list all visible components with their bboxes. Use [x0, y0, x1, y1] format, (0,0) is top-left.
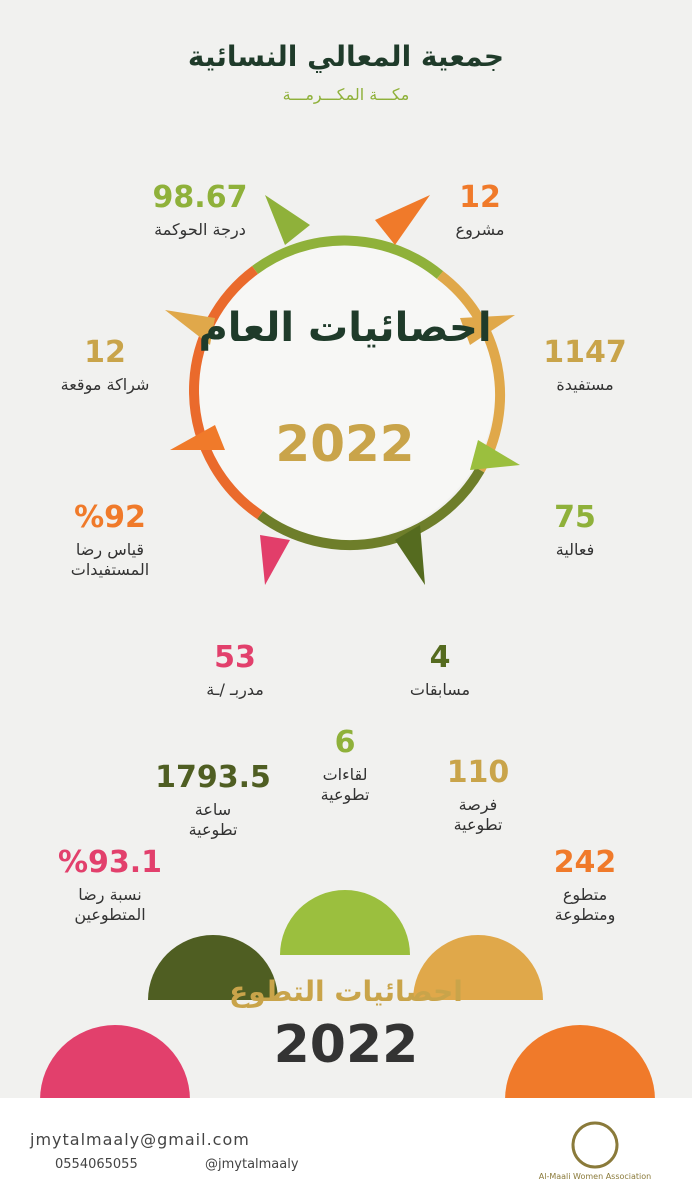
ring-arc — [189, 265, 263, 520]
annual-title: احصائيات العام — [198, 305, 492, 351]
stat-value: 75 — [554, 500, 596, 535]
stat-label: شراكة موقعة — [60, 375, 150, 394]
stat-label: تطوعية — [453, 815, 503, 834]
ring-arc — [436, 271, 506, 473]
stat-label: فعالية — [555, 540, 595, 559]
logo — [571, 1121, 619, 1169]
annual-year: 2022 — [275, 415, 415, 473]
stat-label: لقاءات — [322, 765, 368, 784]
dome — [40, 1025, 190, 1100]
stat-label: مسابقات — [409, 680, 471, 699]
stat-value: 98.67 — [152, 180, 248, 215]
email: jmytalmaaly@gmail.com — [30, 1130, 250, 1149]
ring-arc — [257, 467, 485, 550]
stat-value: 12 — [459, 180, 501, 215]
ring-arc — [252, 235, 444, 279]
footer-band — [0, 1098, 692, 1200]
stat-value: 6 — [334, 725, 356, 760]
dome — [505, 1025, 655, 1100]
subtitle: مكـــة المكـــرمـــة — [282, 85, 410, 104]
phone: 0554065055 — [55, 1157, 138, 1172]
stat-label: المتطوعين — [74, 905, 146, 924]
stat-label: قياس رضا — [75, 540, 145, 559]
stat-value: 110 — [446, 755, 510, 790]
stat-label: المستفيدات — [70, 560, 150, 579]
stat-label: تطوعية — [320, 785, 370, 804]
logo-caption: Al-Maali Women Association — [538, 1172, 652, 1181]
stat-label: متطوع — [562, 885, 608, 904]
arrow — [395, 525, 425, 585]
arrow — [165, 310, 215, 345]
stat-value: 242 — [553, 845, 617, 880]
arrow — [265, 195, 310, 245]
dome — [413, 935, 543, 1000]
stat-label: مستفيدة — [556, 375, 614, 394]
stat-value: 1147 — [543, 335, 627, 370]
stat-value: 53 — [214, 640, 256, 675]
stat-label: درجة الحوكمة — [154, 220, 246, 239]
stat-value: 12 — [84, 335, 126, 370]
center-disk — [195, 240, 495, 540]
stat-label: ومتطوعة — [554, 905, 616, 924]
stat-label: تطوعية — [188, 820, 238, 839]
arrow — [170, 425, 225, 450]
stat-value: %93.1 — [57, 845, 163, 880]
stat-label: نسبة رضا — [78, 885, 142, 904]
arrow — [260, 535, 290, 585]
stat-label: مدربـ /ـة — [206, 680, 264, 699]
arrow — [470, 440, 520, 470]
stat-value: 1793.5 — [155, 760, 271, 795]
stat-value: %92 — [74, 500, 146, 535]
handle: @jmytalmaaly — [205, 1157, 299, 1172]
stat-label: مشروع — [455, 220, 505, 239]
stat-label: فرصة — [458, 795, 498, 814]
title: جمعية المعالي النسائية — [187, 40, 505, 73]
arrow — [375, 195, 430, 245]
volunteer-year: 2022 — [273, 1015, 419, 1075]
stat-label: ساعة — [194, 800, 232, 819]
arrow — [460, 315, 515, 345]
dome — [148, 935, 278, 1000]
volunteer-title: احصائيات التطوع — [229, 975, 463, 1008]
dome — [280, 890, 410, 955]
stat-value: 4 — [429, 640, 451, 675]
